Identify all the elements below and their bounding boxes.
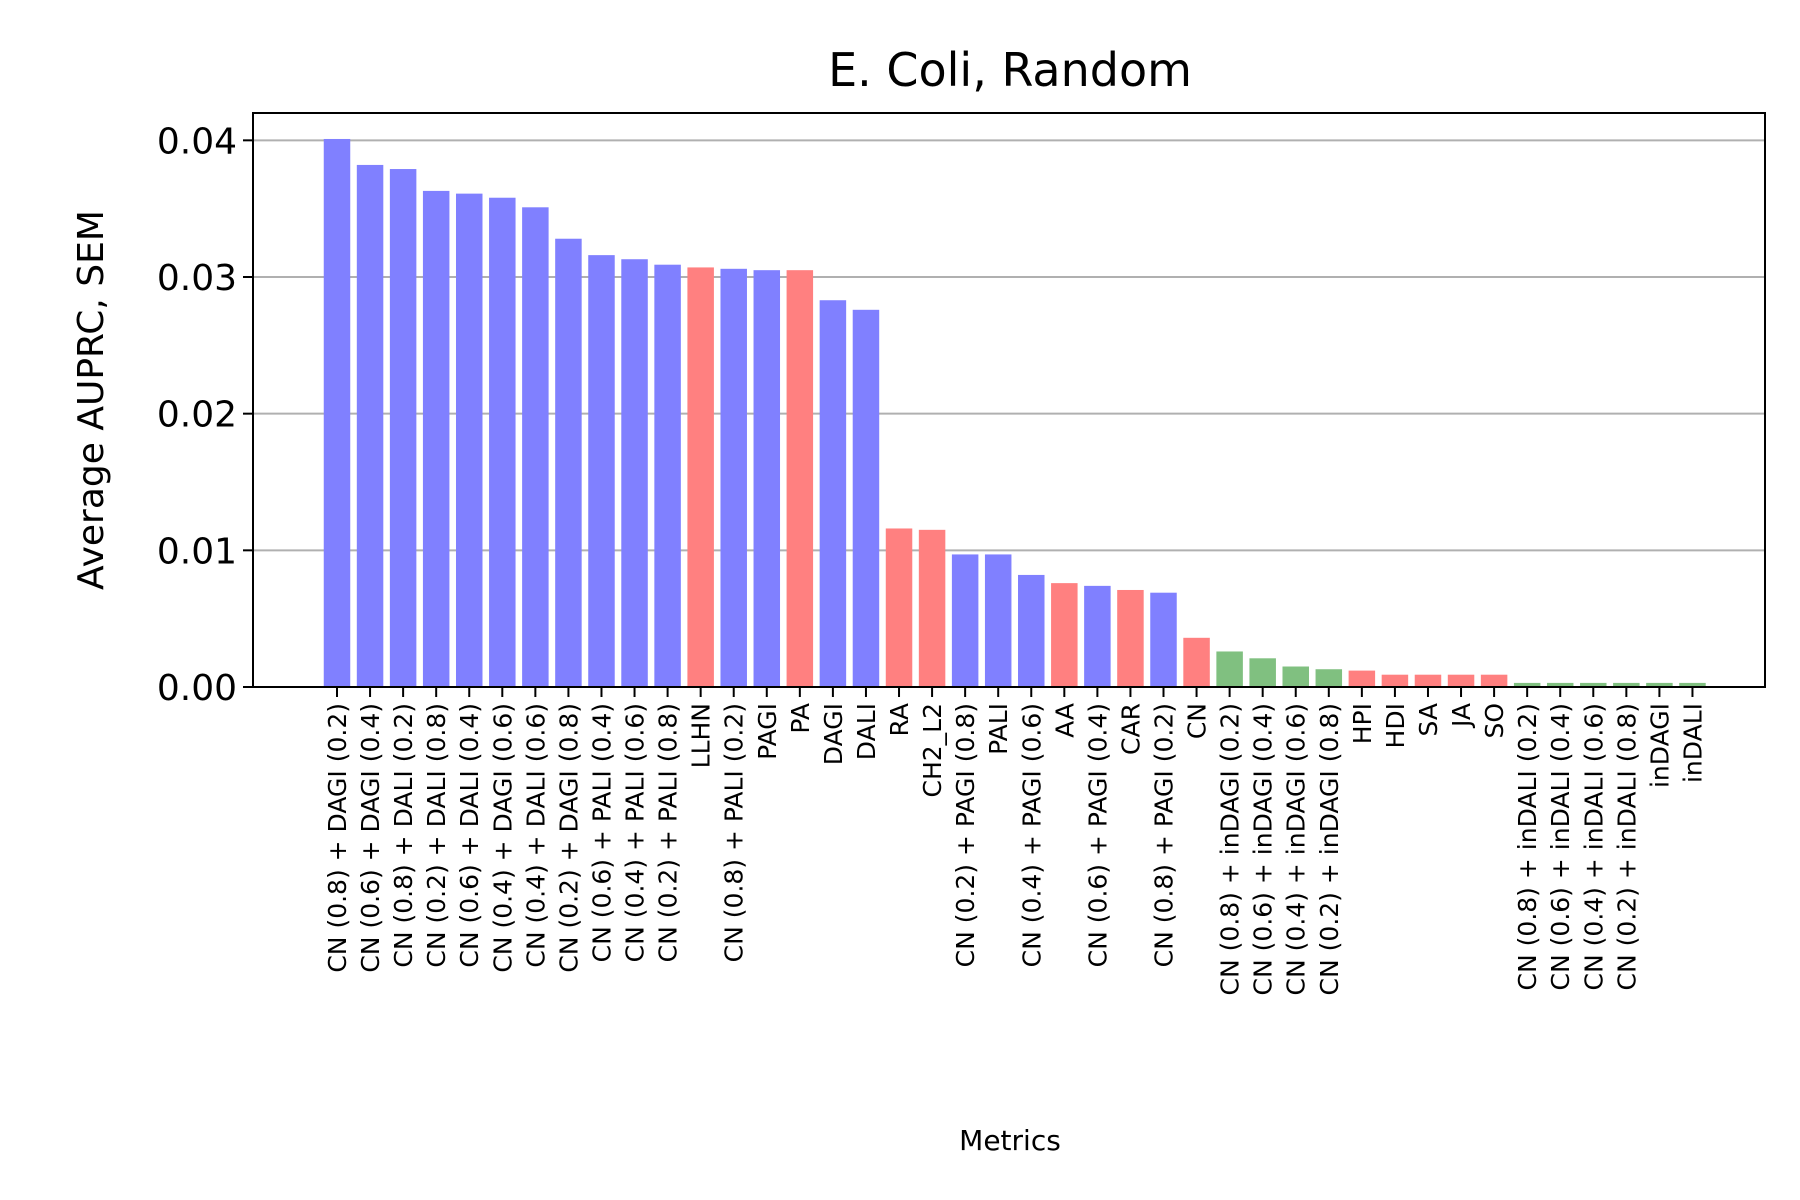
bar bbox=[1580, 682, 1607, 687]
bar bbox=[1679, 682, 1706, 687]
x-tick-label: CN (0.4) + PAGI (0.6) bbox=[1017, 703, 1046, 967]
x-tick-label: CN (0.8) + DALI (0.2) bbox=[389, 703, 418, 968]
chart-title: E. Coli, Random bbox=[828, 43, 1192, 97]
bars bbox=[323, 138, 1706, 688]
bar bbox=[1117, 589, 1144, 687]
bar bbox=[1480, 674, 1508, 687]
x-tick-label: CN (0.8) + inDAGI (0.2) bbox=[1216, 703, 1245, 995]
bar bbox=[621, 259, 648, 687]
bar bbox=[1315, 669, 1343, 687]
bar bbox=[1282, 666, 1309, 687]
x-tick-label: inDALI bbox=[1678, 703, 1707, 783]
bar bbox=[323, 138, 351, 688]
bar bbox=[918, 529, 946, 687]
bar bbox=[687, 267, 714, 687]
x-tick-label: AA bbox=[1050, 703, 1079, 738]
x-tick-label: CN bbox=[1183, 703, 1212, 739]
bar bbox=[1018, 574, 1045, 687]
bar bbox=[555, 238, 582, 688]
x-tick-label: CN (0.2) + DAGI (0.8) bbox=[554, 703, 583, 973]
x-tick-label: RA bbox=[885, 703, 914, 736]
bar bbox=[1216, 651, 1243, 687]
bar bbox=[489, 197, 516, 688]
x-tick-label: SO bbox=[1480, 703, 1509, 739]
x-tick-label: CN (0.6) + DALI (0.4) bbox=[455, 703, 484, 968]
x-tick-label: PALI bbox=[984, 703, 1013, 755]
x-tick-label: CN (0.6) + DAGI (0.4) bbox=[356, 703, 385, 973]
bar bbox=[455, 193, 483, 687]
x-tick-label: JA bbox=[1447, 703, 1476, 729]
x-tick-label: CN (0.2) + inDAGI (0.8) bbox=[1315, 703, 1344, 995]
x-tick-label: CN (0.2) + PAGI (0.8) bbox=[951, 703, 980, 967]
x-tick-label: SA bbox=[1414, 703, 1443, 736]
x-tick-label: CN (0.4) + inDALI (0.6) bbox=[1579, 703, 1608, 990]
bar bbox=[356, 164, 384, 687]
x-tick-label: CN (0.4) + inDAGI (0.6) bbox=[1282, 703, 1311, 995]
x-axis: CN (0.8) + DAGI (0.2) CN (0.6) + DAGI (0.… bbox=[323, 687, 1707, 995]
plot-area-frame bbox=[252, 112, 1766, 688]
x-tick-label: PAGI bbox=[753, 703, 782, 760]
x-tick-label: CN (0.6) + inDALI (0.4) bbox=[1546, 703, 1575, 990]
bar bbox=[852, 309, 880, 687]
y-axis: 0.00 0.01 0.02 0.03 0.04 bbox=[157, 121, 253, 709]
bar bbox=[1513, 682, 1541, 687]
bar bbox=[422, 190, 450, 687]
bar bbox=[885, 528, 913, 687]
x-tick-label: CN (0.6) + PALI (0.4) bbox=[587, 703, 616, 962]
bar bbox=[1183, 637, 1210, 687]
bar bbox=[753, 270, 781, 687]
x-tick-label: CN (0.2) + inDALI (0.8) bbox=[1612, 703, 1641, 990]
bar bbox=[819, 300, 847, 687]
bar bbox=[1447, 674, 1475, 687]
bar bbox=[951, 554, 979, 687]
x-tick-label: CN (0.6) + inDAGI (0.4) bbox=[1249, 703, 1278, 995]
x-tick-label: CN (0.2) + DALI (0.8) bbox=[422, 703, 451, 968]
x-tick-label: HDI bbox=[1381, 703, 1410, 748]
x-tick-label: CN (0.4) + DAGI (0.6) bbox=[488, 703, 517, 973]
x-tick-label: DAGI bbox=[819, 703, 848, 765]
bar bbox=[1051, 583, 1078, 687]
bar bbox=[1381, 674, 1409, 687]
x-tick-label: DALI bbox=[852, 703, 881, 760]
y-tick-label: 0.00 bbox=[157, 668, 237, 709]
y-tick-label: 0.04 bbox=[157, 121, 237, 162]
x-tick-label: LLHN bbox=[687, 703, 716, 768]
x-tick-label: PA bbox=[786, 703, 815, 734]
bar bbox=[389, 169, 417, 687]
bar bbox=[1249, 658, 1276, 687]
y-tick-label: 0.03 bbox=[157, 258, 237, 299]
bar bbox=[522, 207, 549, 688]
x-tick-label: CN (0.2) + PALI (0.8) bbox=[654, 703, 683, 962]
x-tick-label: CN (0.4) + PALI (0.6) bbox=[621, 703, 650, 962]
bar bbox=[1150, 592, 1177, 687]
y-axis-label: Average AUPRC, SEM bbox=[71, 210, 112, 590]
x-tick-label: CN (0.4) + DALI (0.6) bbox=[521, 703, 550, 968]
x-tick-label: inDAGI bbox=[1645, 703, 1674, 788]
x-tick-label: CN (0.6) + PAGI (0.4) bbox=[1083, 703, 1112, 967]
x-tick-label: HPI bbox=[1348, 703, 1377, 744]
bar bbox=[654, 264, 681, 687]
y-tick-label: 0.01 bbox=[157, 531, 237, 572]
bar bbox=[1414, 674, 1442, 687]
bar bbox=[984, 554, 1012, 687]
x-axis-label: Metrics bbox=[959, 1124, 1061, 1157]
bar bbox=[588, 255, 615, 687]
bar bbox=[786, 270, 814, 687]
bar bbox=[720, 268, 747, 687]
x-tick-label: CN (0.8) + inDALI (0.2) bbox=[1513, 703, 1542, 990]
bar bbox=[1348, 670, 1376, 687]
x-tick-label: CN (0.8) + DAGI (0.2) bbox=[323, 703, 352, 973]
x-tick-label: CN (0.8) + PALI (0.2) bbox=[720, 703, 749, 962]
x-tick-label: CN (0.8) + PAGI (0.2) bbox=[1150, 703, 1179, 967]
bar bbox=[1613, 682, 1640, 687]
bar bbox=[1646, 682, 1673, 687]
bar bbox=[1084, 585, 1111, 687]
bar bbox=[1546, 682, 1574, 687]
x-tick-label: CH2_L2 bbox=[918, 703, 947, 798]
y-tick-label: 0.02 bbox=[157, 395, 237, 436]
x-tick-label: CAR bbox=[1116, 703, 1145, 755]
